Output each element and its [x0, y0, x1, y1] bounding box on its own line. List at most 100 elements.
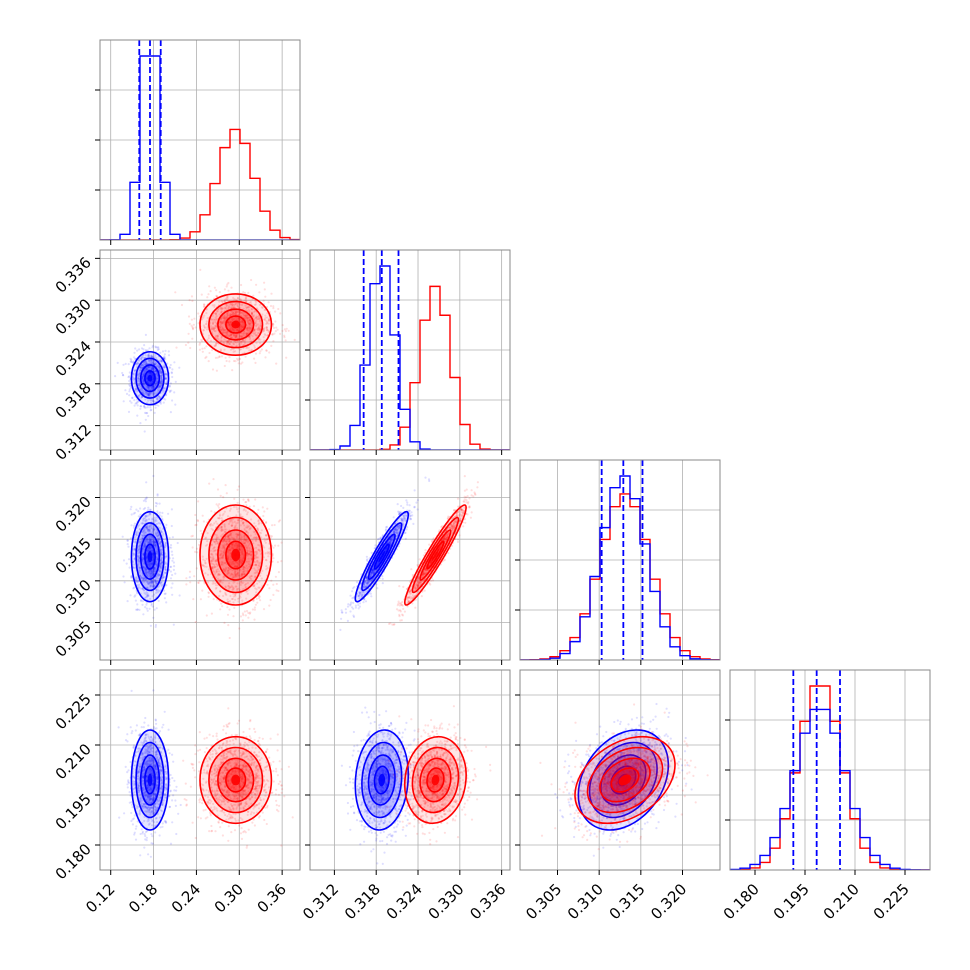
scatter-point — [160, 564, 163, 567]
scatter-point — [236, 359, 240, 362]
scatter-point — [164, 592, 167, 595]
scatter-point — [220, 561, 223, 564]
scatter-point — [152, 540, 155, 543]
scatter-point — [222, 319, 225, 323]
scatter-point — [145, 497, 148, 500]
scatter-point — [215, 335, 218, 338]
scatter-point — [141, 550, 144, 553]
scatter-point — [250, 320, 253, 323]
scatter-point — [212, 328, 215, 331]
scatter-point — [226, 283, 229, 286]
scatter-point — [144, 333, 147, 336]
scatter-point — [233, 543, 236, 547]
scatter-point — [124, 362, 127, 365]
scatter-point — [155, 588, 158, 591]
scatter-point — [245, 582, 248, 585]
scatter-point — [254, 325, 258, 328]
scatter-point — [164, 568, 167, 571]
scatter-point — [379, 536, 382, 539]
scatter-point — [240, 325, 243, 328]
scatter-point — [257, 315, 260, 318]
scatter-point — [225, 333, 228, 336]
scatter-point — [231, 524, 234, 527]
scatter-point — [148, 372, 151, 375]
scatter-point — [231, 545, 234, 548]
scatter-point — [149, 392, 152, 395]
scatter-point — [228, 533, 231, 536]
scatter-point — [215, 503, 218, 506]
scatter-point — [144, 515, 147, 518]
scatter-point — [352, 607, 355, 610]
scatter-point — [234, 524, 237, 527]
scatter-point — [239, 545, 242, 548]
scatter-point — [255, 536, 258, 539]
scatter-point — [240, 549, 243, 552]
scatter-point — [263, 537, 266, 540]
scatter-point — [153, 584, 156, 588]
scatter-point — [210, 327, 213, 330]
scatter-point — [149, 355, 153, 358]
scatter-point — [225, 359, 228, 363]
scatter-point — [146, 575, 149, 578]
scatter-point — [250, 575, 253, 578]
scatter-point — [138, 382, 141, 385]
scatter-point — [394, 522, 397, 525]
scatter-point — [152, 386, 155, 389]
scatter-point — [151, 581, 154, 584]
scatter-point — [191, 534, 194, 537]
scatter-point — [134, 387, 137, 390]
scatter-point — [143, 382, 146, 385]
scatter-point — [184, 343, 187, 347]
scatter-point — [133, 379, 136, 382]
scatter-point — [149, 584, 152, 587]
scatter-point — [242, 307, 245, 310]
scatter-point — [244, 509, 247, 512]
scatter-point — [191, 326, 194, 329]
scatter-point — [271, 524, 274, 527]
scatter-point — [258, 291, 261, 294]
scatter-point — [149, 406, 152, 409]
scatter-point — [132, 552, 135, 555]
scatter-point — [121, 374, 125, 377]
contour-line — [144, 543, 156, 570]
scatter-point — [142, 389, 145, 392]
scatter-point — [122, 559, 126, 562]
scatter-point — [152, 374, 155, 377]
scatter-point — [212, 327, 215, 330]
scatter-point — [227, 624, 230, 627]
scatter-point — [266, 329, 269, 332]
scatter-point — [259, 574, 262, 577]
scatter-point — [136, 530, 139, 533]
scatter-point — [158, 387, 161, 390]
scatter-point — [237, 518, 240, 521]
scatter-point — [146, 349, 149, 352]
scatter-point — [240, 580, 243, 584]
scatter-point — [150, 581, 153, 585]
scatter-point — [266, 334, 269, 337]
scatter-point — [145, 586, 148, 589]
scatter-point — [255, 539, 258, 542]
scatter-point — [358, 591, 362, 594]
scatter-point — [140, 363, 143, 366]
scatter-point — [197, 312, 200, 315]
scatter-point — [203, 305, 206, 308]
scatter-point — [144, 362, 147, 365]
scatter-point — [228, 342, 231, 345]
scatter-point — [255, 546, 258, 549]
scatter-point — [155, 563, 158, 566]
scatter-point — [173, 361, 176, 364]
scatter-point — [169, 577, 173, 580]
scatter-point — [363, 580, 366, 584]
scatter-point — [247, 308, 250, 311]
scatter-point — [223, 525, 226, 528]
scatter-point — [215, 570, 218, 573]
scatter-point — [221, 307, 224, 310]
scatter-point — [144, 578, 147, 581]
scatter-point — [216, 522, 219, 525]
contour-line — [130, 350, 170, 406]
scatter-point — [228, 540, 231, 543]
scatter-point — [148, 547, 152, 550]
panel-2-1 — [305, 459, 511, 665]
scatter-point — [225, 307, 228, 310]
scatter-point — [161, 511, 164, 514]
